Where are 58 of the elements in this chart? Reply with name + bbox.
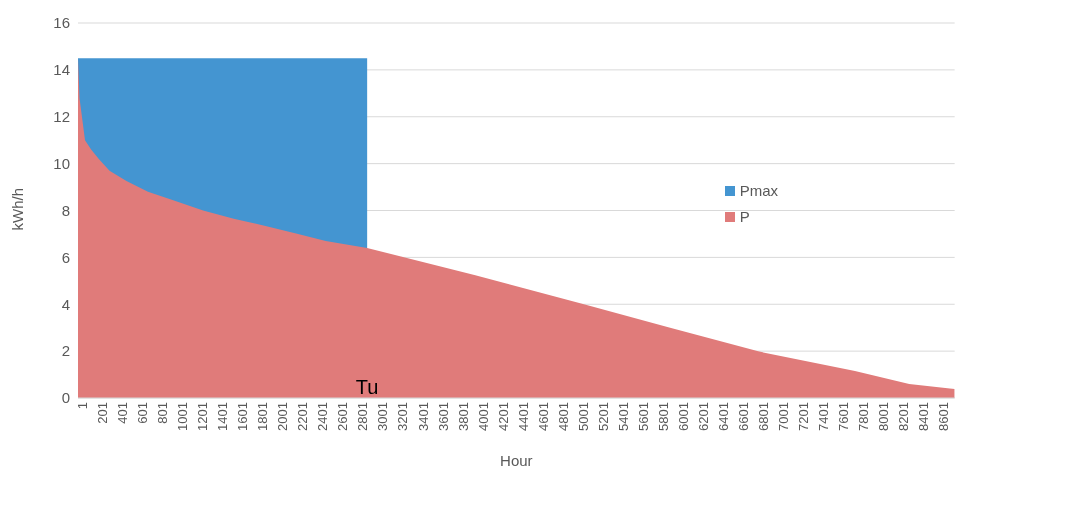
legend-label: P [739, 207, 750, 227]
y-tick-label: 8 [61, 201, 70, 219]
x-tick-label: 1601 [235, 402, 251, 431]
x-tick-label: 2001 [275, 402, 291, 431]
x-tick-label: 6001 [675, 402, 691, 431]
x-tick-label: 3001 [375, 402, 391, 431]
x-tick-label: 4201 [495, 402, 511, 431]
x-tick-label: 3801 [455, 402, 471, 431]
x-tick-label: 1 [75, 402, 91, 410]
y-tick-label: 4 [61, 295, 70, 313]
x-tick-label: 401 [115, 402, 131, 424]
x-tick-label: 8601 [935, 402, 951, 431]
x-tick-label: 4801 [555, 402, 571, 431]
y-tick-label: 12 [53, 108, 70, 126]
x-tick-label: 4601 [535, 402, 551, 431]
x-tick-label: 7201 [795, 402, 811, 431]
x-tick-label: 1401 [215, 402, 231, 431]
x-tick-label: 201 [95, 402, 111, 424]
x-tick-label: 2801 [355, 402, 371, 431]
x-tick-label: 1801 [255, 402, 271, 431]
x-tick-label: 601 [135, 402, 151, 424]
legend-label: Pmax [739, 181, 778, 201]
x-tick-label: 8001 [875, 402, 891, 431]
x-tick-label: 4401 [515, 402, 531, 431]
x-tick-label: 1201 [195, 402, 211, 431]
x-tick-label: 6801 [755, 402, 771, 431]
x-tick-label: 5801 [655, 402, 671, 431]
y-tick-label: 2 [61, 342, 70, 360]
annotation: Tu [355, 376, 379, 398]
x-tick-label: 801 [155, 402, 171, 424]
x-tick-label: 5401 [615, 402, 631, 431]
x-axis-title: Hour [500, 452, 533, 469]
x-tick-label: 7001 [775, 402, 791, 431]
x-tick-label: 3201 [395, 402, 411, 431]
x-tick-label: 7401 [815, 402, 831, 431]
x-tick-label: 1001 [175, 402, 191, 431]
x-tick-label: 8401 [915, 402, 931, 431]
x-tick-label: 7601 [835, 402, 851, 431]
x-tick-label: 5601 [635, 402, 651, 431]
x-tick-label: 3601 [435, 402, 451, 431]
y-tick-label: 14 [53, 61, 70, 79]
x-tick-label: 6201 [695, 402, 711, 431]
y-tick-label: 10 [53, 154, 70, 172]
x-tick-label: 2601 [335, 402, 351, 431]
x-tick-label: 7801 [855, 402, 871, 431]
x-tick-label: 6401 [715, 402, 731, 431]
x-tick-label: 2401 [315, 402, 331, 431]
x-tick-label: 5001 [575, 402, 591, 431]
x-tick-label: 4001 [475, 402, 491, 431]
y-tick-label: 0 [61, 389, 70, 407]
y-tick-label: 16 [53, 14, 70, 32]
x-tick-label: 3401 [415, 402, 431, 431]
x-tick-label: 8201 [895, 402, 911, 431]
y-axis-title: kWh/h [9, 187, 27, 231]
x-tick-label: 5201 [595, 402, 611, 431]
y-tick-label: 6 [61, 248, 70, 266]
x-tick-label: 6601 [735, 402, 751, 431]
x-tick-label: 2201 [295, 402, 311, 431]
